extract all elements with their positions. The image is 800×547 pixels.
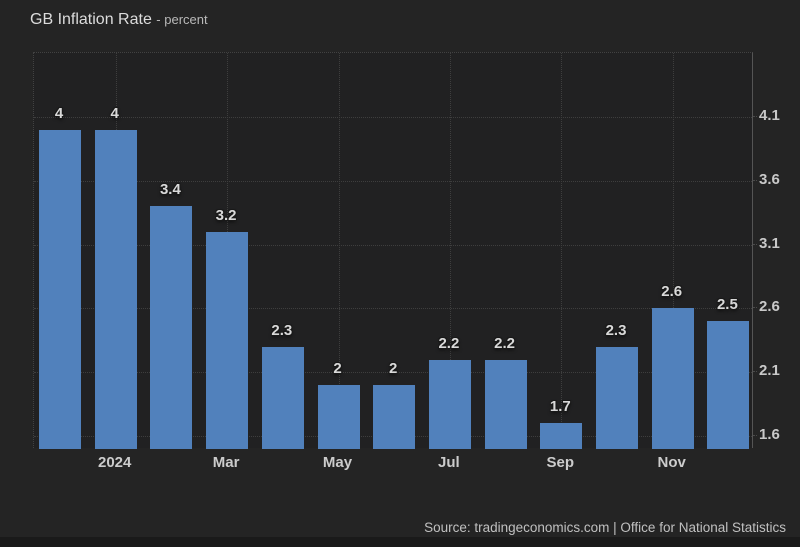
y-axis-tick [753, 307, 757, 309]
x-tick-label: 2024 [98, 454, 132, 471]
bar [428, 359, 471, 449]
bar [94, 129, 137, 449]
bar-value-label: 2.3 [271, 321, 293, 339]
h-gridline [34, 372, 752, 374]
bar-value-label: 2.6 [661, 283, 683, 301]
bar [651, 308, 694, 449]
x-tick-label: Jul [438, 454, 460, 471]
bar [150, 206, 193, 449]
x-tick-label: Mar [212, 454, 240, 471]
bar [596, 346, 638, 449]
bar-value-label: 4 [110, 104, 119, 122]
y-tick-label: 1.6 [759, 426, 780, 444]
v-gridline [338, 53, 340, 448]
x-tick-label: Nov [657, 454, 686, 471]
chart-title: GB Inflation Rate - percent [30, 11, 208, 29]
h-gridline [34, 180, 752, 182]
bar [373, 385, 416, 449]
bar [540, 423, 583, 449]
h-gridline [34, 244, 752, 246]
h-gridline [34, 308, 752, 310]
bar-value-label: 2.2 [438, 334, 460, 352]
bar [39, 129, 81, 449]
bar [484, 359, 527, 449]
plot-area [33, 52, 753, 449]
y-axis-tick [753, 243, 757, 245]
bar-value-label: 2.3 [605, 321, 627, 339]
y-axis-tick [753, 115, 757, 117]
bar [317, 385, 360, 449]
bar [261, 346, 304, 449]
y-axis-tick [753, 435, 757, 437]
bar [206, 231, 249, 449]
y-axis-tick [753, 371, 757, 373]
y-tick-label: 3.6 [759, 170, 780, 188]
x-tick-label: May [322, 454, 353, 471]
bar-value-label: 2.5 [716, 296, 738, 314]
y-tick-label: 2.1 [759, 362, 780, 380]
v-gridline [561, 53, 563, 448]
bar-value-label: 3.4 [159, 181, 181, 199]
chart-title-main: GB Inflation Rate [30, 11, 152, 28]
y-tick-label: 3.1 [759, 234, 780, 252]
bar-value-label: 1.7 [549, 398, 571, 416]
bottom-edge-strip [0, 537, 800, 547]
y-axis-tick [753, 179, 757, 181]
x-tick-label: Sep [546, 454, 575, 471]
bar-value-label: 3.2 [215, 206, 237, 224]
v-gridline [672, 53, 674, 448]
bar-value-label: 2 [333, 360, 342, 378]
v-gridline [449, 53, 451, 448]
bar-value-label: 4 [54, 104, 64, 122]
bar-value-label: 2.2 [494, 334, 516, 352]
h-gridline [34, 116, 752, 118]
y-tick-label: 4.1 [759, 106, 780, 124]
source-attribution: Source: tradingeconomics.com | Office fo… [424, 520, 786, 535]
y-tick-label: 2.6 [759, 298, 780, 316]
chart-title-unit: - percent [156, 12, 208, 27]
bar-value-label: 2 [389, 360, 398, 378]
bar [707, 321, 750, 449]
